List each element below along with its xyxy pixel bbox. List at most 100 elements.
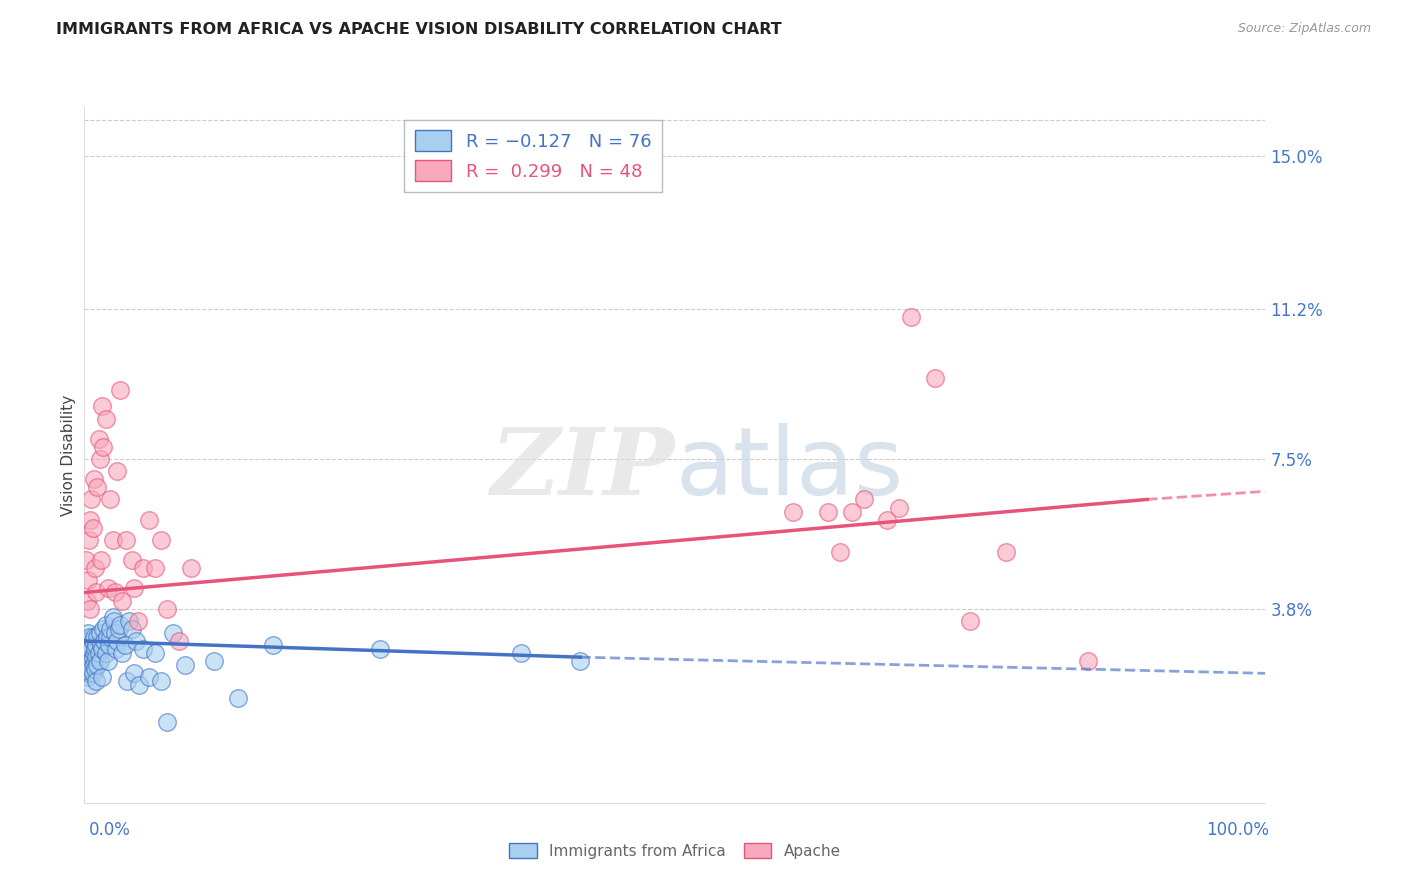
Point bbox=[111, 593, 134, 607]
Point bbox=[125, 634, 148, 648]
Point bbox=[510, 646, 533, 660]
Point bbox=[90, 638, 112, 652]
Point bbox=[83, 630, 105, 644]
Point bbox=[86, 658, 108, 673]
Point bbox=[79, 638, 101, 652]
Point bbox=[96, 630, 118, 644]
Point bbox=[830, 545, 852, 559]
Point bbox=[91, 642, 114, 657]
Point bbox=[138, 513, 160, 527]
Point bbox=[77, 670, 100, 684]
Legend: Immigrants from Africa, Apache: Immigrants from Africa, Apache bbox=[503, 837, 846, 864]
Point bbox=[77, 646, 100, 660]
Point bbox=[162, 626, 184, 640]
Point bbox=[128, 678, 150, 692]
Point bbox=[77, 634, 100, 648]
Point bbox=[76, 666, 98, 681]
Point bbox=[84, 642, 107, 657]
Point bbox=[121, 553, 143, 567]
Point bbox=[82, 650, 104, 665]
Point bbox=[115, 674, 138, 689]
Point bbox=[77, 654, 100, 668]
Point bbox=[79, 646, 101, 660]
Point bbox=[104, 585, 127, 599]
Point bbox=[97, 654, 120, 668]
Point bbox=[173, 658, 195, 673]
Point bbox=[156, 714, 179, 729]
Point bbox=[76, 654, 98, 668]
Point bbox=[118, 614, 141, 628]
Point bbox=[84, 650, 107, 665]
Point bbox=[111, 646, 134, 660]
Point bbox=[98, 638, 121, 652]
Point bbox=[132, 561, 155, 575]
Point bbox=[103, 614, 125, 628]
Point bbox=[76, 634, 98, 648]
Point bbox=[959, 614, 981, 628]
Text: 100.0%: 100.0% bbox=[1206, 821, 1270, 838]
Point bbox=[83, 472, 105, 486]
Point bbox=[107, 464, 129, 478]
Point bbox=[156, 601, 179, 615]
Point bbox=[91, 400, 114, 414]
Point bbox=[841, 504, 863, 518]
Point bbox=[1077, 654, 1099, 668]
Point bbox=[104, 626, 127, 640]
Point bbox=[107, 634, 129, 648]
Point bbox=[76, 593, 98, 607]
Point bbox=[150, 674, 173, 689]
Point bbox=[101, 609, 124, 624]
Point bbox=[79, 630, 101, 644]
Point bbox=[86, 630, 108, 644]
Point bbox=[924, 371, 946, 385]
Point bbox=[202, 654, 225, 668]
Point bbox=[77, 642, 100, 657]
Text: 0.0%: 0.0% bbox=[89, 821, 131, 838]
Point bbox=[75, 553, 97, 567]
Point bbox=[84, 638, 107, 652]
Point bbox=[79, 513, 101, 527]
Point bbox=[82, 666, 104, 681]
Point bbox=[80, 654, 103, 668]
Point bbox=[77, 650, 100, 665]
Point bbox=[97, 582, 120, 596]
Point bbox=[84, 662, 107, 676]
Point bbox=[84, 585, 107, 599]
Point bbox=[77, 662, 100, 676]
Point bbox=[75, 642, 97, 657]
Point bbox=[91, 440, 114, 454]
Point bbox=[368, 642, 391, 657]
Point bbox=[86, 480, 108, 494]
Text: ZIP: ZIP bbox=[491, 424, 675, 514]
Point bbox=[77, 574, 100, 588]
Point bbox=[994, 545, 1017, 559]
Point bbox=[79, 601, 101, 615]
Text: Source: ZipAtlas.com: Source: ZipAtlas.com bbox=[1237, 22, 1371, 36]
Point bbox=[900, 310, 922, 325]
Point bbox=[121, 622, 143, 636]
Point bbox=[180, 561, 202, 575]
Point bbox=[889, 500, 911, 515]
Point bbox=[127, 614, 149, 628]
Point bbox=[817, 504, 839, 518]
Y-axis label: Vision Disability: Vision Disability bbox=[60, 394, 76, 516]
Point bbox=[98, 622, 121, 636]
Point bbox=[93, 634, 115, 648]
Point bbox=[84, 561, 107, 575]
Point bbox=[114, 638, 136, 652]
Point bbox=[80, 678, 103, 692]
Point bbox=[89, 654, 111, 668]
Point bbox=[80, 492, 103, 507]
Point bbox=[94, 646, 117, 660]
Point bbox=[94, 411, 117, 425]
Point bbox=[77, 626, 100, 640]
Point bbox=[90, 553, 112, 567]
Point bbox=[89, 452, 111, 467]
Point bbox=[226, 690, 249, 705]
Point bbox=[91, 670, 114, 684]
Point bbox=[82, 521, 104, 535]
Point bbox=[167, 634, 190, 648]
Point bbox=[122, 582, 145, 596]
Point bbox=[87, 432, 110, 446]
Point bbox=[143, 646, 166, 660]
